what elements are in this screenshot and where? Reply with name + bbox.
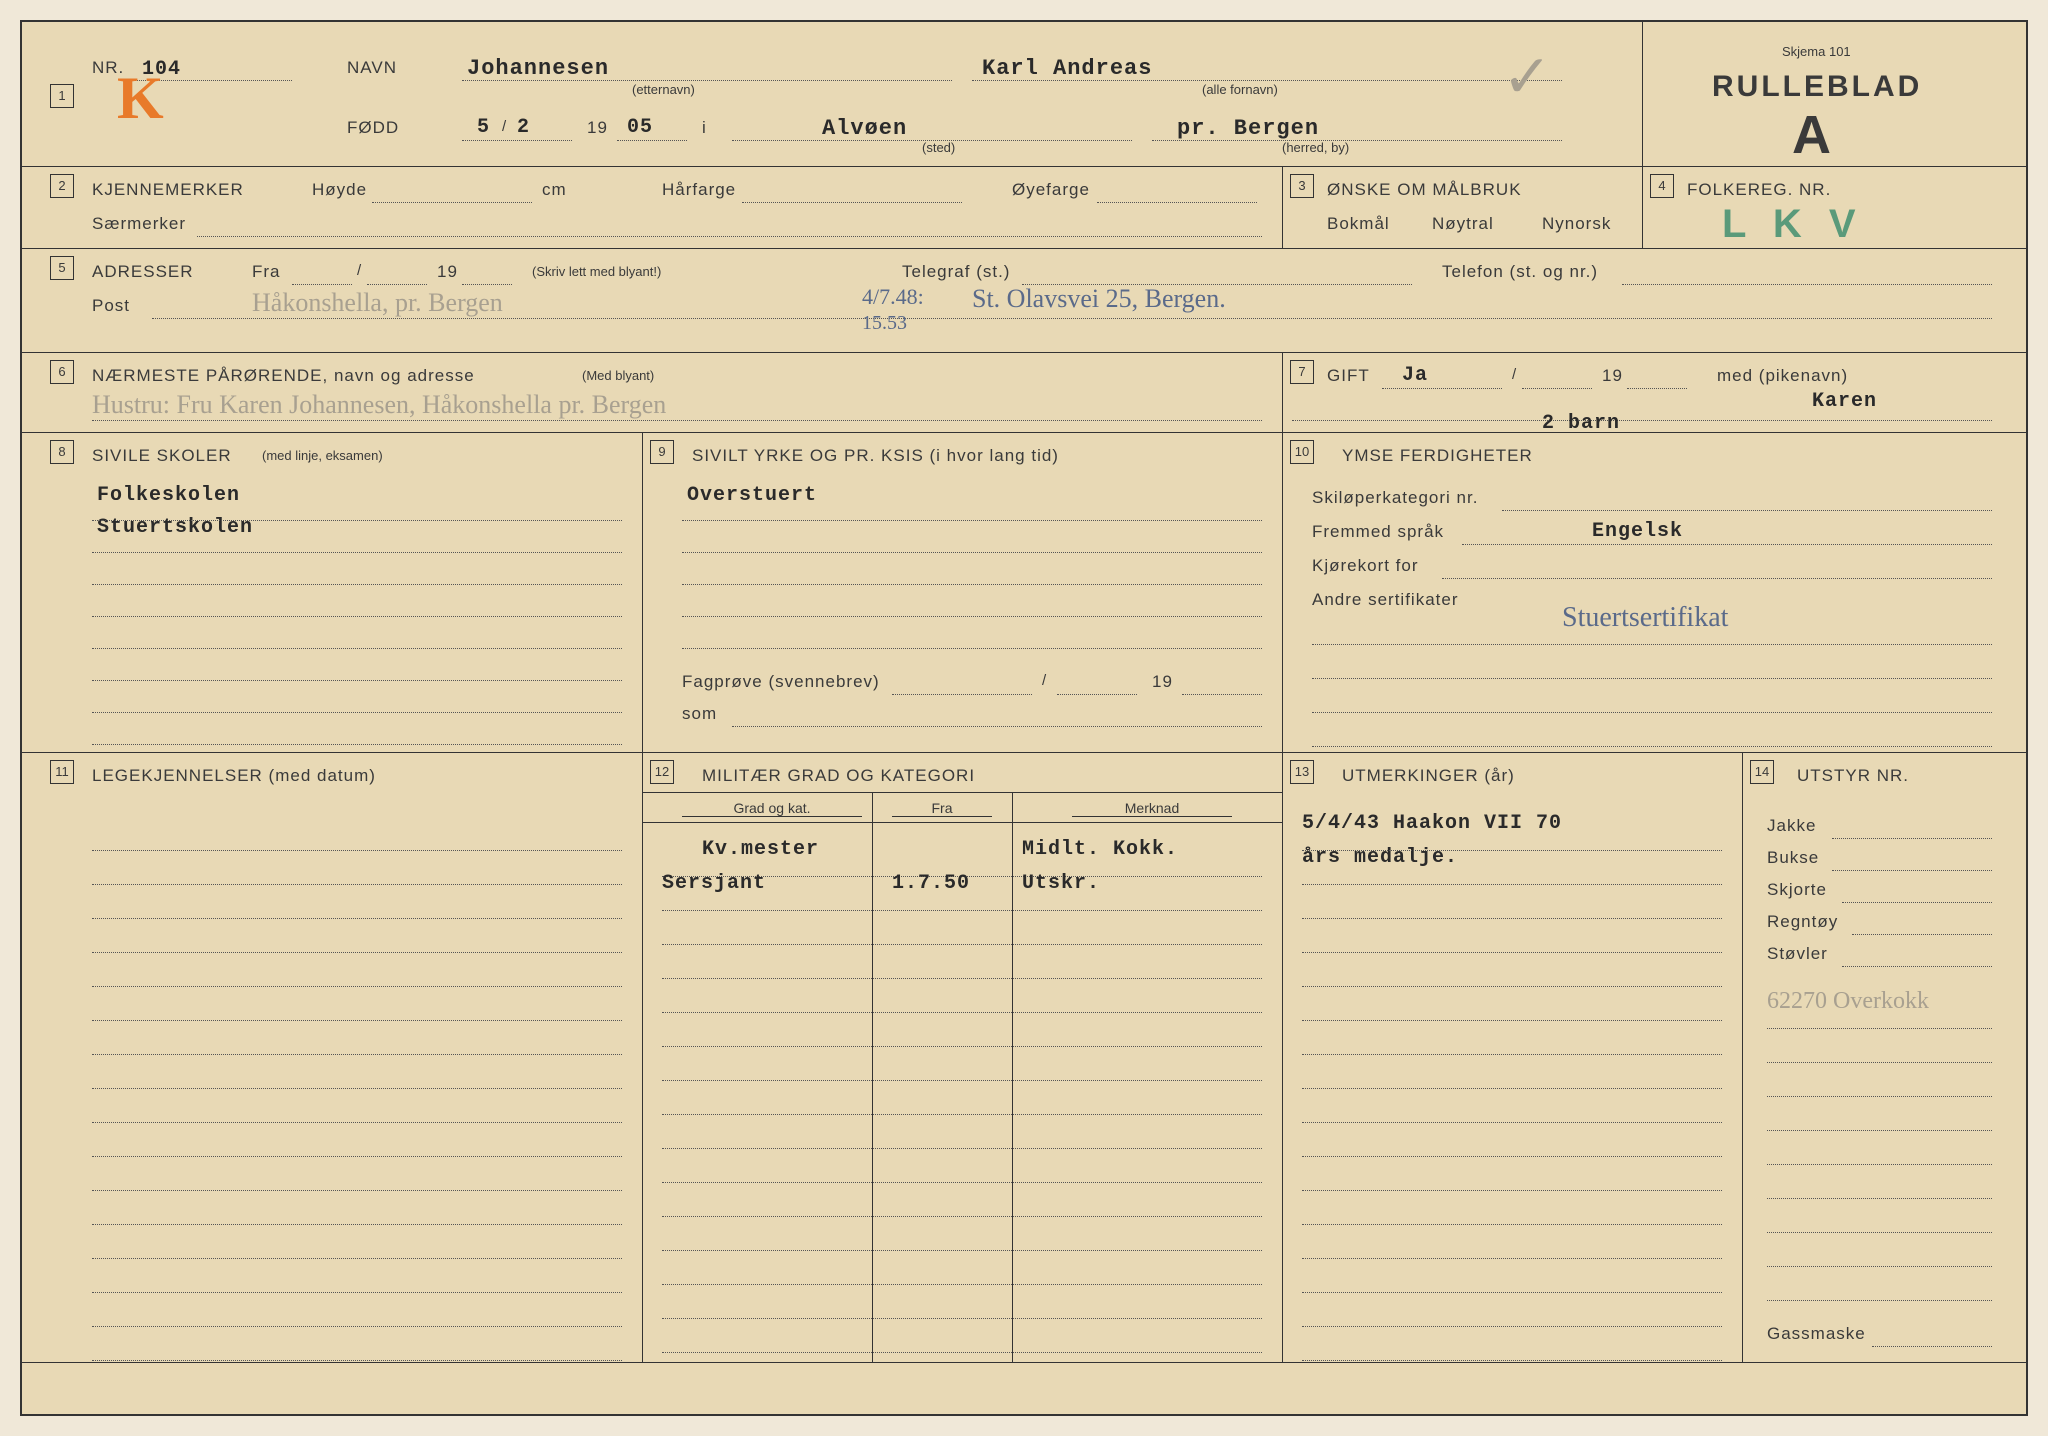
addr-cursive: St. Olavsvei 25, Bergen. [972, 284, 1226, 314]
fodd-century: 19 [587, 118, 608, 138]
section-10-num: 10 [1290, 440, 1314, 464]
check-mark: ✓ [1502, 42, 1552, 112]
utstyr-label: UTSTYR NR. [1797, 766, 1909, 786]
sivilt-yrke-label: SIVILT YRKE OG PR. KSIS (i hvor lang tid… [692, 446, 1059, 466]
stovler-label: Støvler [1767, 944, 1828, 964]
telefon-label: Telefon (st. og nr.) [1442, 262, 1598, 282]
section-9-num: 9 [650, 440, 674, 464]
malbruk-label: ØNSKE OM MÅLBRUK [1327, 180, 1522, 200]
gassmaske-label: Gassmaske [1767, 1324, 1866, 1344]
sprak-label: Fremmed språk [1312, 522, 1444, 542]
sertifikat-label: Andre sertifikater [1312, 590, 1459, 610]
section-1-num: 1 [50, 84, 74, 108]
rulleblad-a: A [1792, 104, 1831, 166]
date-cursive-1: 4/7.48: [862, 284, 924, 310]
nynorsk-label: Nynorsk [1542, 214, 1611, 234]
section-13-num: 13 [1290, 760, 1314, 784]
col-merknad: Merknad [1072, 800, 1232, 817]
harfarge-label: Hårfarge [662, 180, 736, 200]
fornavn-sub: (alle fornavn) [1202, 82, 1278, 97]
section-3-num: 3 [1290, 174, 1314, 198]
noytral-label: Nøytral [1432, 214, 1494, 234]
folkereg-value: L K V [1722, 202, 1864, 247]
sivile-skoler-label: SIVILE SKOLER [92, 446, 232, 466]
oyefarge-label: Øyefarge [1012, 180, 1090, 200]
gift-label: GIFT [1327, 366, 1370, 386]
kjorekort-label: Kjørekort for [1312, 556, 1419, 576]
folkereg-label: FOLKEREG. NR. [1687, 180, 1831, 200]
section-11-num: 11 [50, 760, 74, 784]
sivile-skoler-note: (med linje, eksamen) [262, 448, 383, 463]
section-7-num: 7 [1290, 360, 1314, 384]
fra-label: Fra [252, 262, 281, 282]
hoyde-label: Høyde [312, 180, 367, 200]
militaer-label: MILITÆR GRAD OG KATEGORI [702, 766, 975, 786]
date-cursive-2: 15.53 [862, 312, 907, 335]
herred-sub: (herred, by) [1282, 140, 1349, 155]
fodd-i: i [702, 118, 707, 138]
rulleblad-card: 1 NR. 104 K NAVN Johannesen (etternavn) … [20, 20, 2028, 1416]
section-12-num: 12 [650, 760, 674, 784]
rulleblad-title: RULLEBLAD [1712, 70, 1922, 104]
col-fra: Fra [892, 800, 992, 817]
adresser-label: ADRESSER [92, 262, 194, 282]
section-2-num: 2 [50, 174, 74, 198]
telegraf-label: Telegraf (st.) [902, 262, 1010, 282]
med-pikenavn-label: med (pikenavn) [1717, 366, 1848, 386]
regntoy-label: Regntøy [1767, 912, 1838, 932]
parorende-note: (Med blyant) [582, 368, 654, 383]
jakke-label: Jakke [1767, 816, 1816, 836]
section-6-num: 6 [50, 360, 74, 384]
navn-label: NAVN [347, 58, 397, 78]
kjennemerker-label: KJENNEMERKER [92, 180, 244, 200]
som-label: som [682, 704, 717, 724]
col-grad: Grad og kat. [682, 800, 862, 817]
bokmal-label: Bokmål [1327, 214, 1390, 234]
fodd-label: FØDD [347, 118, 399, 138]
fagprove-label: Fagprøve (svennebrev) [682, 672, 880, 692]
section-4-num: 4 [1650, 174, 1674, 198]
skjorte-label: Skjorte [1767, 880, 1827, 900]
utmerkinger-label: UTMERKINGER (år) [1342, 766, 1515, 786]
sted-sub: (sted) [922, 140, 955, 155]
bukse-label: Bukse [1767, 848, 1819, 868]
skriv-note: (Skriv lett med blyant!) [532, 264, 661, 279]
section-5-num: 5 [50, 256, 74, 280]
cm-label: cm [542, 180, 567, 200]
orange-k-mark: K [117, 64, 164, 133]
legekjennelser-label: LEGEKJENNELSER (med datum) [92, 766, 376, 786]
skjema-label: Skjema 101 [1782, 44, 1851, 59]
section-8-num: 8 [50, 440, 74, 464]
etternavn-sub: (etternavn) [632, 82, 695, 97]
section-14-num: 14 [1750, 760, 1774, 784]
ymse-label: YMSE FERDIGHETER [1342, 446, 1533, 466]
saermerker-label: Særmerker [92, 214, 186, 234]
ski-label: Skiløperkategori nr. [1312, 488, 1478, 508]
post-label: Post [92, 296, 130, 316]
parorende-label: NÆRMESTE PÅRØRENDE, navn og adresse [92, 366, 475, 386]
